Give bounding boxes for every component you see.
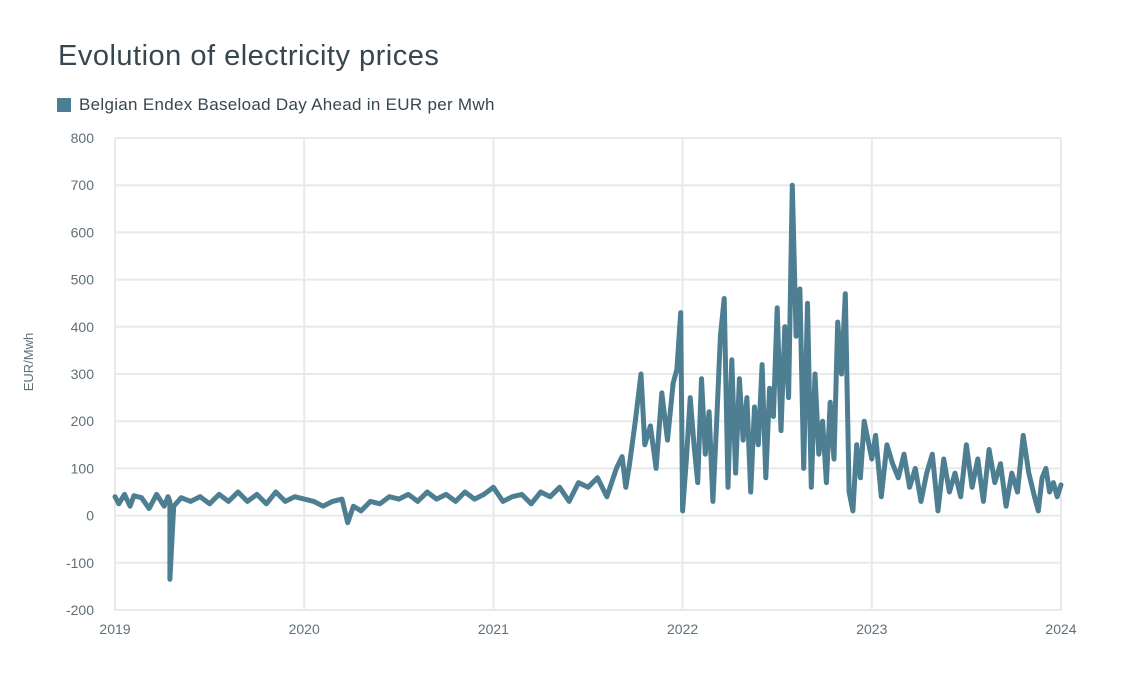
- y-tick-label: 200: [71, 413, 95, 429]
- x-tick-label: 2019: [99, 621, 130, 637]
- legend-swatch: [57, 98, 71, 112]
- y-tick-label: 400: [71, 319, 95, 335]
- legend-label: Belgian Endex Baseload Day Ahead in EUR …: [79, 95, 495, 114]
- x-tick-label: 2022: [667, 621, 698, 637]
- series-group: [112, 182, 1064, 582]
- x-tick-label: 2024: [1045, 621, 1076, 637]
- x-tick-label: 2020: [289, 621, 320, 637]
- chart-title: Evolution of electricity prices: [58, 40, 440, 72]
- x-tick-label: 2023: [856, 621, 887, 637]
- y-tick-label: 500: [71, 272, 95, 288]
- series-line: [112, 182, 1064, 582]
- y-tick-label: 600: [71, 224, 95, 240]
- y-axis-ticks: 800 700 600 500 400 300 200 100 0 -100 -200: [66, 130, 94, 618]
- legend: Belgian Endex Baseload Day Ahead in EUR …: [57, 95, 495, 115]
- y-tick-label: 800: [71, 130, 95, 146]
- y-tick-label: 100: [71, 460, 95, 476]
- x-tick-label: 2021: [478, 621, 509, 637]
- y-tick-label: 0: [86, 508, 94, 524]
- y-tick-label: 300: [71, 366, 95, 382]
- y-tick-label: 700: [71, 177, 95, 193]
- grid: [114, 137, 1062, 611]
- y-axis-title: EUR/Mwh: [21, 333, 36, 392]
- y-tick-label: -200: [66, 602, 94, 618]
- y-tick-label: -100: [66, 555, 94, 571]
- x-axis-ticks: 2019 2020 2021 2022 2023 2024: [99, 621, 1076, 637]
